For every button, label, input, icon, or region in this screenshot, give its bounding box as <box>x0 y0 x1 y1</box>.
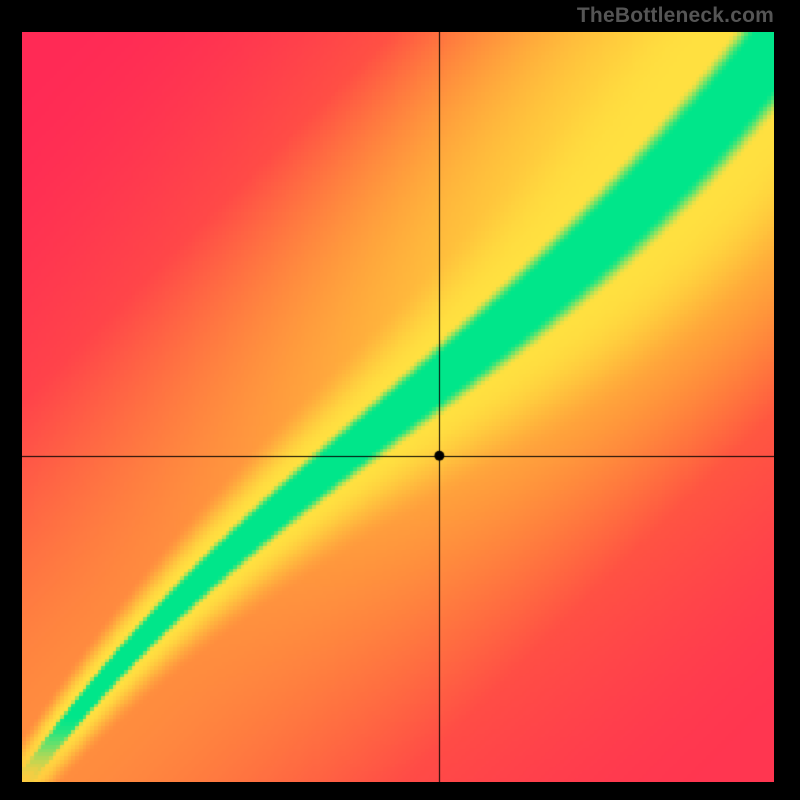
bottleneck-heatmap <box>22 32 774 782</box>
chart-container: TheBottleneck.com <box>0 0 800 800</box>
watermark-text: TheBottleneck.com <box>577 4 774 28</box>
